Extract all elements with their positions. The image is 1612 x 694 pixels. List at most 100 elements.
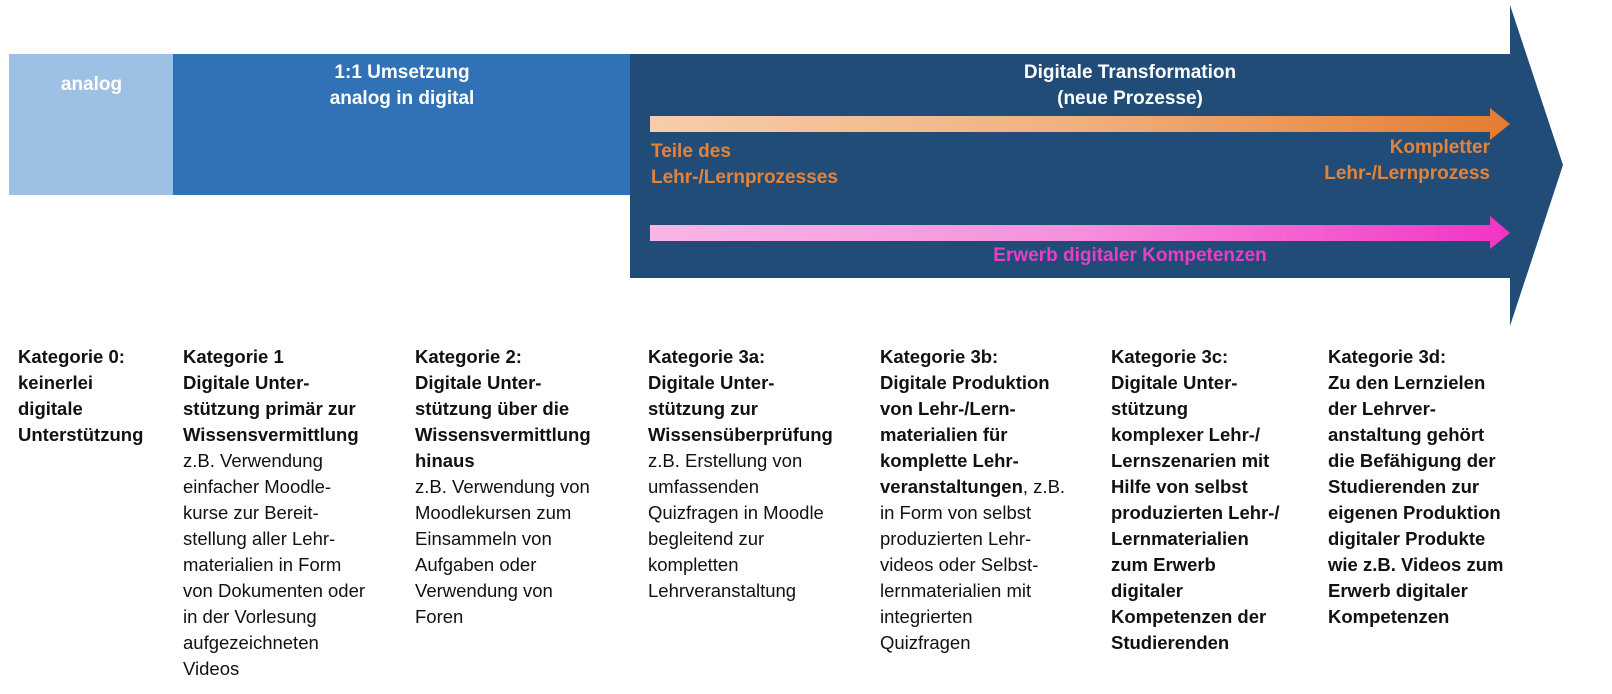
- category-line: Moodlekursen zum: [415, 500, 591, 526]
- category-line: Kategorie 3b:: [880, 344, 1065, 370]
- category-text: digitaler Produkte: [1328, 528, 1486, 549]
- category-line: Kategorie 2:: [415, 344, 591, 370]
- category-line: kurse zur Bereit-: [183, 500, 365, 526]
- category-line: Kategorie 1: [183, 344, 365, 370]
- category-line: Quizfragen: [880, 630, 1065, 656]
- category-text: eigenen Produktion: [1328, 502, 1501, 523]
- category-line: Kategorie 3d:: [1328, 344, 1503, 370]
- category-text: integrierten: [880, 606, 973, 627]
- category-text: Digitale Unter-: [648, 372, 775, 393]
- process-start-label: Teile des Lehr-/Lernprozesses: [651, 139, 838, 191]
- category-text: zum Erwerb: [1111, 554, 1216, 575]
- category-line: materialien für: [880, 422, 1065, 448]
- category-text: stützung: [1111, 398, 1189, 419]
- category-text: einfacher Moodle-: [183, 476, 332, 497]
- category-line: Kompetenzen der: [1111, 604, 1280, 630]
- category-line: Kategorie 3a:: [648, 344, 833, 370]
- category-text: komplette Lehr-: [880, 450, 1019, 471]
- category-text: veranstaltungen: [880, 476, 1023, 497]
- stage-transformation-line1: Digitale Transformation: [1023, 62, 1237, 83]
- category-text: lernmaterialien mit: [880, 580, 1032, 601]
- stage-umsetzung-line1: 1:1 Umsetzung: [334, 62, 470, 83]
- category-line: stützung über die: [415, 396, 591, 422]
- category-line: anstaltung gehört: [1328, 422, 1503, 448]
- category-line: integrierten: [880, 604, 1065, 630]
- process-arrow: [650, 108, 1510, 140]
- category-line: Verwendung von: [415, 578, 591, 604]
- category-text: z.B. Verwendung: [183, 450, 323, 471]
- category-column: Kategorie 3c: Digitale Unter-stützung komp…: [1111, 344, 1280, 656]
- category-line: Hilfe von selbst: [1111, 474, 1280, 500]
- category-line: Digitale Produktion: [880, 370, 1065, 396]
- category-text: Zu den Lernzielen: [1328, 372, 1486, 393]
- category-line: von Dokumenten oder: [183, 578, 365, 604]
- category-line: Wissensvermittlung: [415, 422, 591, 448]
- category-column: Kategorie 3d: Zu den Lernzielen der Lehrve…: [1328, 344, 1503, 630]
- category-text: stützung zur: [648, 398, 758, 419]
- category-text: Kategorie 2:: [415, 346, 522, 367]
- category-line: wie z.B. Videos zum: [1328, 552, 1503, 578]
- category-line: digitaler Produkte: [1328, 526, 1503, 552]
- category-line: Kompetenzen: [1328, 604, 1503, 630]
- category-line: in Form von selbst: [880, 500, 1065, 526]
- category-line: in der Vorlesung: [183, 604, 365, 630]
- category-column: Kategorie 2: Digitale Unter-stützung über…: [415, 344, 591, 630]
- category-line: digitale: [18, 396, 143, 422]
- category-text: Einsammeln von: [415, 528, 552, 549]
- category-line: Digitale Unter-: [183, 370, 365, 396]
- category-text: Digitale Produktion: [880, 372, 1050, 393]
- category-line: z.B. Verwendung von: [415, 474, 591, 500]
- category-text: Verwendung von: [415, 580, 553, 601]
- stage-transformation-line2: (neue Prozesse): [1057, 88, 1203, 109]
- category-text: kurse zur Bereit-: [183, 502, 319, 523]
- category-text: Lehrveranstaltung: [648, 580, 797, 601]
- category-line: digitaler: [1111, 578, 1280, 604]
- category-line: die Befähigung der: [1328, 448, 1503, 474]
- category-line: keinerlei: [18, 370, 143, 396]
- competence-arrow: [650, 216, 1510, 249]
- category-text: Hilfe von selbst: [1111, 476, 1248, 497]
- category-text: von Dokumenten oder: [183, 580, 366, 601]
- category-line: Videos: [183, 656, 365, 682]
- category-text: Digitale Unter-: [1111, 372, 1238, 393]
- category-text: digitaler: [1111, 580, 1183, 601]
- category-line: komplette Lehr-: [880, 448, 1065, 474]
- category-line: hinaus: [415, 448, 591, 474]
- stage-umsetzung-line2: analog in digital: [329, 88, 475, 109]
- category-line: Foren: [415, 604, 591, 630]
- category-text: produzierten Lehr-: [880, 528, 1032, 549]
- category-text: stellung aller Lehr-: [183, 528, 336, 549]
- category-line: Digitale Unter-: [415, 370, 591, 396]
- category-text: Lernmaterialien: [1111, 528, 1249, 549]
- timeline-graphic: [9, 5, 1563, 326]
- category-text: Digitale Unter-: [183, 372, 310, 393]
- category-text: Moodlekursen zum: [415, 502, 572, 523]
- category-text: Kategorie 0:: [18, 346, 125, 367]
- category-text: Aufgaben oder: [415, 554, 537, 575]
- category-text: anstaltung gehört: [1328, 424, 1485, 445]
- category-line: Lehrveranstaltung: [648, 578, 833, 604]
- category-line: lernmaterialien mit: [880, 578, 1065, 604]
- category-text: hinaus: [415, 450, 475, 471]
- process-start-line2: Lehr-/Lernprozesses: [651, 167, 838, 188]
- category-text: digitale: [18, 398, 83, 419]
- category-text: Studierenden zur: [1328, 476, 1480, 497]
- category-line: Studierenden: [1111, 630, 1280, 656]
- category-text: kompletten: [648, 554, 739, 575]
- category-text: Studierenden: [1111, 632, 1230, 653]
- category-text: wie z.B. Videos zum: [1328, 554, 1504, 575]
- category-text: Wissensüberprüfung: [648, 424, 833, 445]
- category-text: in der Vorlesung: [183, 606, 317, 627]
- category-text: stützung über die: [415, 398, 570, 419]
- category-text: aufgezeichneten: [183, 632, 319, 653]
- category-column: Kategorie 0: keinerlei digitale Unterstützu…: [18, 344, 143, 448]
- category-text: videos oder Selbst-: [880, 554, 1039, 575]
- category-line: Einsammeln von: [415, 526, 591, 552]
- category-text: Digitale Unter-: [415, 372, 542, 393]
- category-text: z.B. Erstellung von: [648, 450, 803, 471]
- stage-transformation-label: Digitale Transformation (neue Prozesse): [880, 60, 1380, 112]
- category-line: z.B. Verwendung: [183, 448, 365, 474]
- category-text: Wissensvermittlung: [415, 424, 591, 445]
- category-text: umfassenden: [648, 476, 760, 497]
- stage-umsetzung-label: 1:1 Umsetzung analog in digital: [173, 60, 631, 112]
